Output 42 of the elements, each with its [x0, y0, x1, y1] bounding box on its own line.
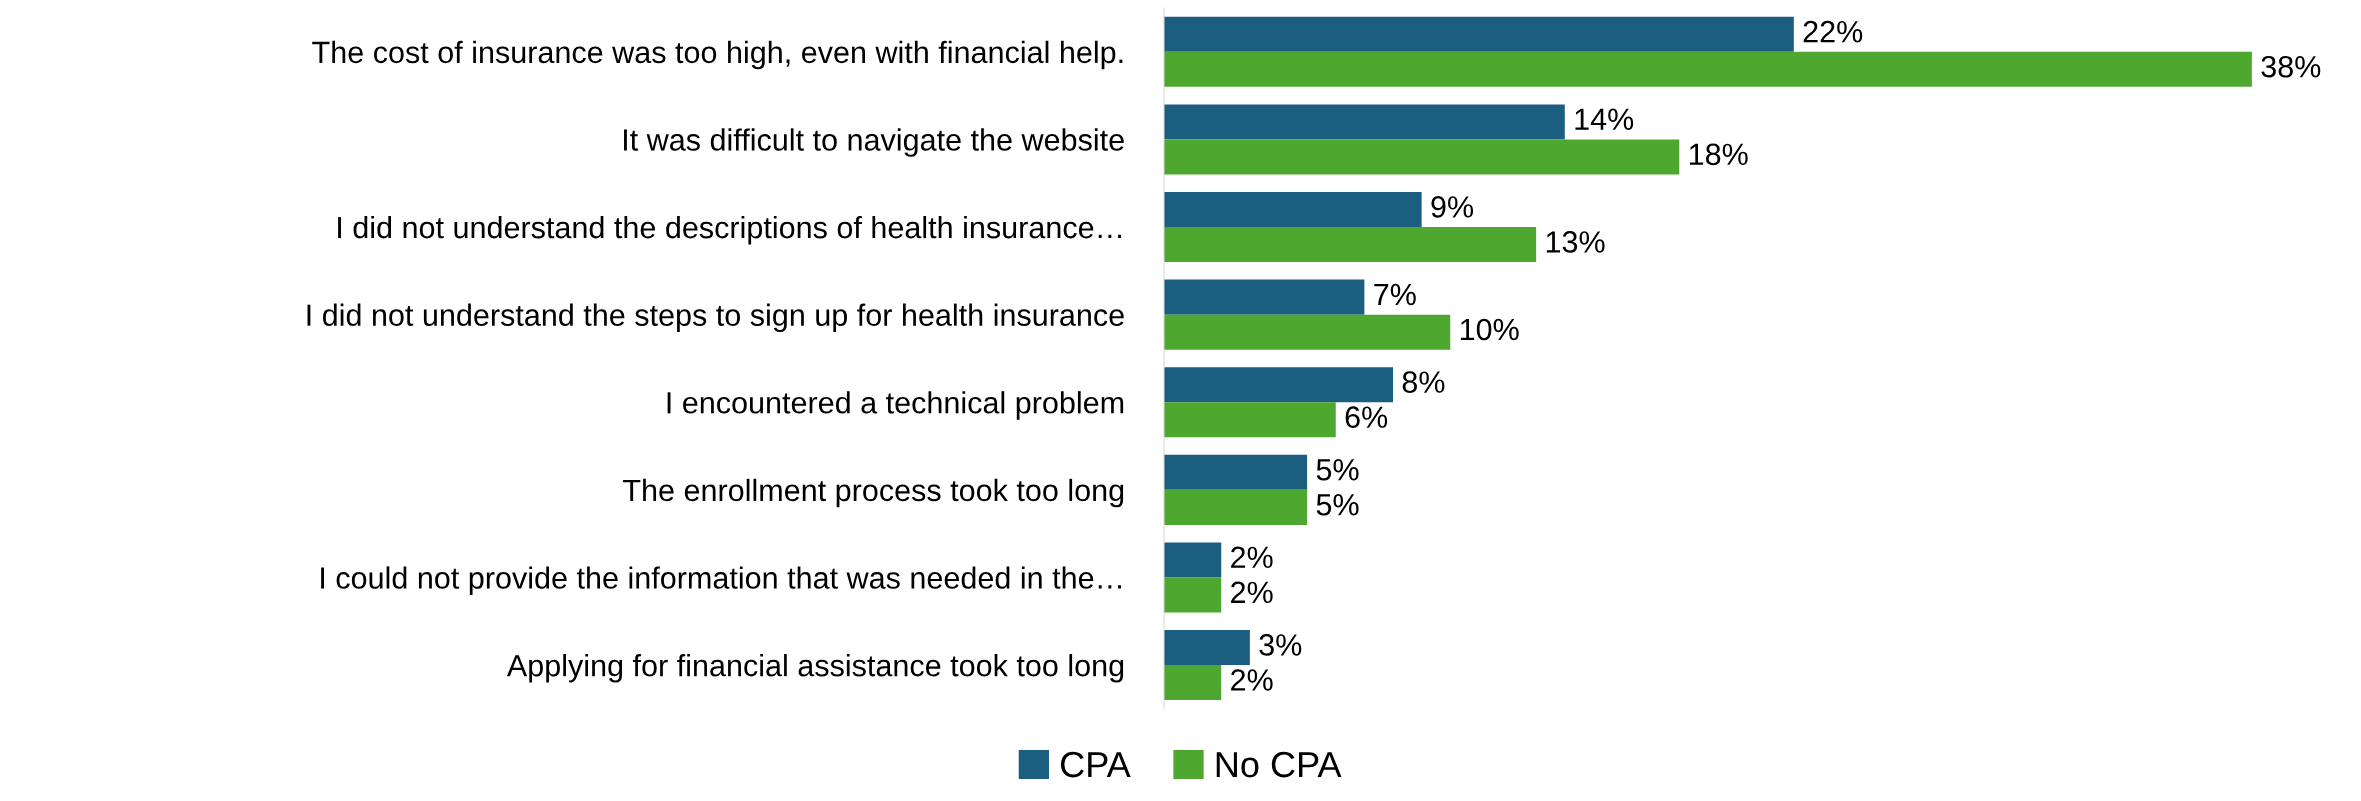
y-tick-label: The enrollment process took too long: [623, 478, 1124, 508]
bar: [1163, 489, 1308, 525]
data-label: 2%: [1231, 546, 1273, 569]
bar: [1163, 665, 1222, 701]
legend-label: No CPA: [1216, 751, 1342, 778]
data-label: 9%: [1431, 196, 1474, 218]
bar: [1163, 139, 1680, 175]
data-label: 8%: [1402, 371, 1445, 393]
y-tick-label: It was difficult to navigate the website: [624, 128, 1124, 157]
bar: [1163, 16, 1794, 52]
y-tick-label: I encountered a technical problem: [667, 391, 1124, 420]
data-label: 38%: [2261, 55, 2321, 78]
legend-label: CPA: [1060, 751, 1131, 778]
y-tick-label: The cost of insurance was too high, even with financial help.: [312, 40, 1123, 70]
bar: [1163, 314, 1451, 350]
data-label: 13%: [1546, 231, 1605, 253]
bar: [1163, 227, 1537, 263]
y-tick-label: I did not understand the descriptions of health insurance…: [338, 215, 1121, 245]
bar: [1163, 402, 1336, 438]
data-label: 5%: [1316, 459, 1359, 481]
data-label: 3%: [1259, 634, 1302, 656]
bar: [1163, 191, 1422, 228]
data-label: 18%: [1689, 143, 1748, 166]
bar: [1163, 630, 1250, 666]
data-label: 2%: [1231, 581, 1273, 604]
bar: [1163, 279, 1365, 315]
y-tick-label: Applying for financial assistance took too long: [506, 654, 1124, 683]
data-label: 7%: [1374, 283, 1416, 306]
bar: [1163, 104, 1565, 140]
data-label: 5%: [1316, 494, 1359, 516]
bar: [1163, 51, 2252, 87]
data-label: 14%: [1575, 108, 1634, 130]
bar: [1163, 542, 1222, 578]
data-label: 6%: [1345, 406, 1388, 428]
data-label: 2%: [1231, 669, 1273, 691]
data-label: 22%: [1803, 20, 1863, 43]
y-tick-label: I did not understand the steps to sign up for health insurance: [307, 303, 1124, 333]
bar: [1163, 454, 1308, 490]
bar: [1163, 577, 1222, 613]
bar: [1163, 367, 1394, 403]
data-label: 10%: [1460, 318, 1519, 341]
y-tick-label: I could not provide the information that was needed in the…: [321, 566, 1121, 595]
